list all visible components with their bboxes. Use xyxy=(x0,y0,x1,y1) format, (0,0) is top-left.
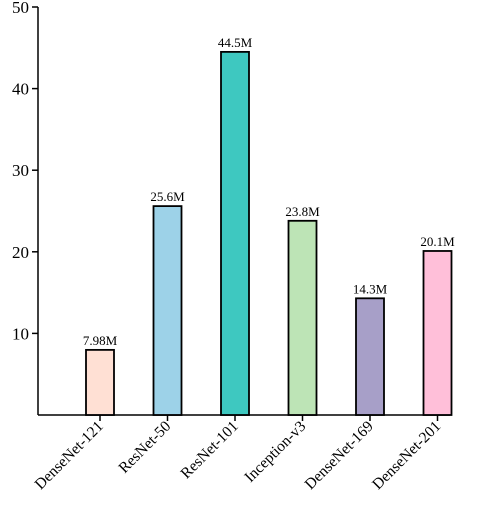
bar xyxy=(287,219,318,416)
data-label: 23.8M xyxy=(285,204,320,219)
data-label: 7.98M xyxy=(83,333,118,348)
bar xyxy=(220,50,250,416)
x-tick-label: ResNet-101 xyxy=(177,418,241,482)
data-label: 20.1M xyxy=(420,234,455,249)
y-tick-label: 20 xyxy=(12,243,29,262)
data-label: 14.3M xyxy=(353,281,388,296)
bar xyxy=(152,205,183,416)
y-tick-label: 30 xyxy=(12,161,29,180)
y-tick-label: 10 xyxy=(12,324,29,343)
y-tick-label: 40 xyxy=(12,80,29,99)
bars xyxy=(85,50,453,416)
data-label: 25.6M xyxy=(150,189,185,204)
x-tick-label: ResNet-50 xyxy=(115,418,174,477)
x-tick-label: Inception-v3 xyxy=(241,418,309,486)
bar xyxy=(355,297,385,416)
x-tick-label: DenseNet-121 xyxy=(31,418,106,493)
x-tick-label: DenseNet-169 xyxy=(301,418,377,494)
data-label: 44.5M xyxy=(218,35,253,50)
x-tick-label: DenseNet-201 xyxy=(369,418,444,493)
bar xyxy=(422,250,453,416)
bar xyxy=(85,348,115,416)
y-tick-label: 50 xyxy=(12,0,29,17)
